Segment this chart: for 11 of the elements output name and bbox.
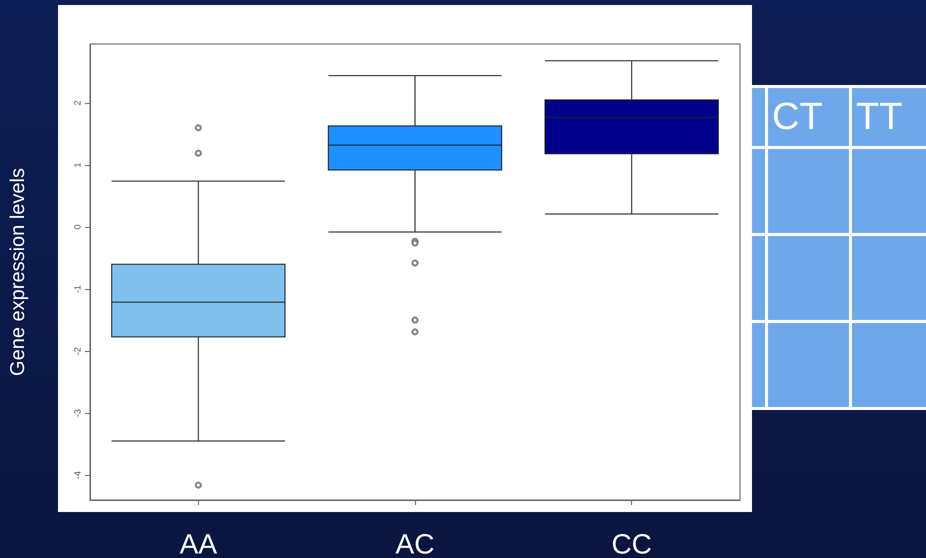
y-tick-label: 2 <box>72 100 82 106</box>
y-tick-label: -3 <box>72 409 82 418</box>
y-tick-label: 1 <box>72 162 82 168</box>
y-tick-label: 0 <box>72 224 82 230</box>
y-tick-label: -1 <box>72 285 82 294</box>
x-tick-label: AA <box>180 528 218 558</box>
y-tick-label: -4 <box>72 471 82 480</box>
x-tick-label: CC <box>611 528 652 558</box>
y-axis-title: Gene expression levels <box>7 168 29 376</box>
y-tick-label: -2 <box>72 347 82 356</box>
x-tick-label: AC <box>396 528 434 558</box>
